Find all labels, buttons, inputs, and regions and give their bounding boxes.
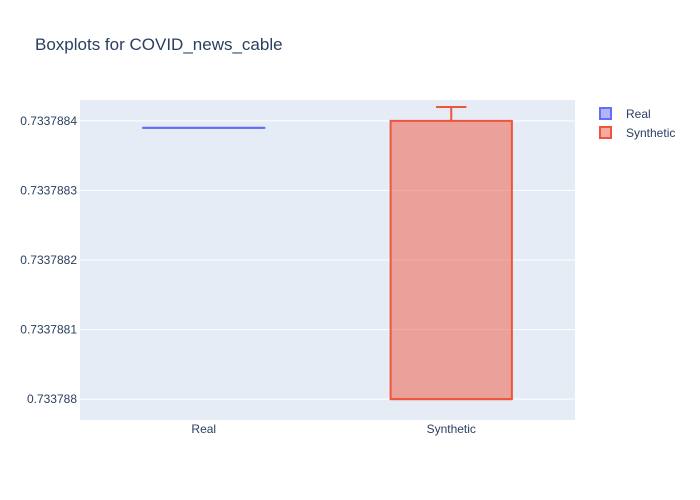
legend-swatch (599, 126, 612, 139)
x-tick-label: Synthetic (427, 422, 476, 436)
y-tick-label: 0.7337883 (20, 183, 77, 197)
legend: Real Synthetic (599, 107, 675, 140)
chart-title: Boxplots for COVID_news_cable (35, 35, 283, 54)
legend-label: Synthetic (626, 126, 675, 140)
y-tick-label: 0.7337884 (20, 114, 77, 128)
box-body (389, 119, 513, 401)
y-tick-label: 0.7337882 (20, 253, 77, 267)
plot-area (80, 100, 575, 420)
legend-item-real: Real (599, 107, 651, 121)
box-synthetic (389, 105, 513, 401)
y-tick-label: 0.733788 (27, 392, 77, 406)
x-tick-label: Real (191, 422, 216, 436)
x-axis: Real Synthetic (191, 422, 476, 436)
legend-label: Real (626, 107, 651, 121)
y-tick-label: 0.7337881 (20, 323, 77, 337)
y-axis: 0.733788 0.7337881 0.7337882 0.7337883 0.733… (20, 114, 77, 406)
legend-item-synthetic: Synthetic (599, 126, 675, 140)
legend-swatch (599, 107, 612, 120)
